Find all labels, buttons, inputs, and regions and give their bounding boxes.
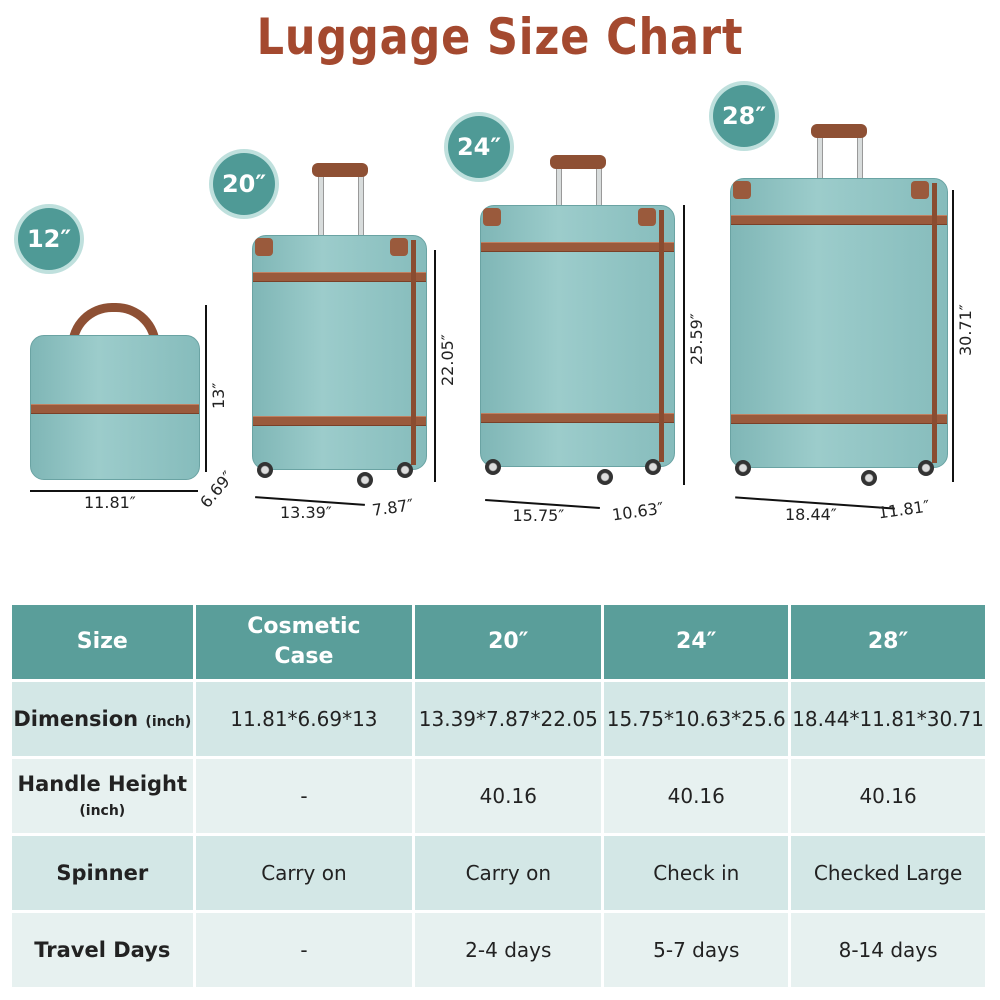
- strap: [481, 242, 674, 252]
- telescopic-handle: [817, 136, 823, 180]
- wheel: [918, 460, 934, 476]
- handle-grip: [811, 124, 867, 138]
- suitcase-body: [30, 335, 200, 480]
- row-label: Dimension (inch): [12, 682, 193, 756]
- table-row: Travel Days - 2-4 days 5-7 days 8-14 day…: [12, 913, 985, 987]
- width-label: 15.75″: [512, 506, 565, 525]
- zipper: [932, 183, 937, 463]
- wheel: [597, 469, 613, 485]
- height-arrow: [434, 250, 436, 482]
- size-badge: 28″: [713, 85, 775, 147]
- wheel: [257, 462, 273, 478]
- height-label: 22.05″: [438, 334, 457, 386]
- strap: [253, 416, 426, 426]
- height-label: 25.59″: [687, 313, 706, 365]
- depth-label: 6.69″: [196, 467, 238, 512]
- zipper: [411, 240, 416, 465]
- height-arrow: [952, 190, 954, 482]
- cell: Check in: [604, 836, 789, 910]
- size-badge: 12″: [18, 208, 80, 270]
- wheel: [735, 460, 751, 476]
- depth-label: 10.63″: [610, 498, 665, 525]
- strap: [731, 414, 947, 424]
- cell: 40.16: [415, 759, 602, 833]
- width-label: 18.44″: [785, 505, 837, 524]
- corner-guard: [911, 181, 929, 199]
- cell: 13.39*7.87*22.05: [415, 682, 602, 756]
- cell: 8-14 days: [791, 913, 985, 987]
- corner-guard: [390, 238, 408, 256]
- telescopic-handle: [317, 175, 324, 237]
- cell: 2-4 days: [415, 913, 602, 987]
- depth-label: 11.81″: [876, 496, 931, 523]
- height-label: 13″: [209, 382, 228, 409]
- wheel: [357, 472, 373, 488]
- size-badge: 20″: [213, 153, 275, 215]
- width-label: 13.39″: [280, 503, 332, 522]
- wheel: [860, 470, 877, 486]
- suitcase-body: [480, 205, 675, 467]
- suitcase-body: [730, 178, 948, 468]
- wheel: [397, 462, 413, 478]
- corner-guard: [733, 181, 751, 199]
- row-label: Spinner: [12, 836, 193, 910]
- header-cosmetic-case: Cosmetic Case: [195, 605, 413, 679]
- table-row: Dimension (inch) 11.81*6.69*13 13.39*7.8…: [12, 682, 985, 756]
- zipper: [659, 210, 664, 462]
- row-label: Travel Days: [12, 913, 193, 987]
- row-label: Handle Height (inch): [12, 759, 193, 833]
- height-label: 30.71″: [956, 304, 975, 356]
- cell: Carry on: [415, 836, 602, 910]
- wheel: [485, 459, 501, 475]
- corner-guard: [638, 208, 656, 226]
- handle-grip: [311, 163, 368, 177]
- header-28: 28″: [791, 605, 985, 679]
- table-header-row: Size Cosmetic Case 20″ 24″ 28″: [12, 605, 985, 679]
- cell: Checked Large: [791, 836, 985, 910]
- cell: -: [195, 913, 413, 987]
- width-label: 11.81″: [84, 493, 136, 512]
- header-20: 20″: [415, 605, 602, 679]
- telescopic-handle: [555, 167, 562, 207]
- strap: [253, 272, 426, 282]
- cell: 5-7 days: [604, 913, 789, 987]
- table-row: Spinner Carry on Carry on Check in Check…: [12, 836, 985, 910]
- strap: [481, 413, 674, 423]
- depth-label: 7.87″: [370, 495, 415, 520]
- handle-grip: [549, 155, 606, 169]
- height-arrow: [205, 305, 207, 472]
- header-24: 24″: [604, 605, 789, 679]
- cell: 11.81*6.69*13: [195, 682, 413, 756]
- strap: [31, 404, 199, 414]
- cell: -: [195, 759, 413, 833]
- telescopic-handle: [857, 136, 863, 180]
- cell: 15.75*10.63*25.6: [604, 682, 789, 756]
- height-arrow: [683, 205, 685, 485]
- corner-guard: [255, 238, 273, 256]
- telescopic-handle: [595, 167, 602, 207]
- cell: 40.16: [604, 759, 789, 833]
- header-size: Size: [12, 605, 193, 679]
- cell: 18.44*11.81*30.71: [791, 682, 985, 756]
- corner-guard: [483, 208, 501, 226]
- page-title: Luggage Size Chart: [256, 8, 744, 66]
- cell: Carry on: [195, 836, 413, 910]
- wheel: [645, 459, 661, 475]
- width-arrow: [30, 490, 198, 492]
- telescopic-handle: [357, 175, 364, 237]
- table-row: Handle Height (inch) - 40.16 40.16 40.16: [12, 759, 985, 833]
- size-badge: 24″: [448, 116, 510, 178]
- size-table: Size Cosmetic Case 20″ 24″ 28″ Dimension…: [9, 602, 988, 990]
- suitcase-body: [252, 235, 427, 470]
- cell: 40.16: [791, 759, 985, 833]
- strap: [731, 215, 947, 225]
